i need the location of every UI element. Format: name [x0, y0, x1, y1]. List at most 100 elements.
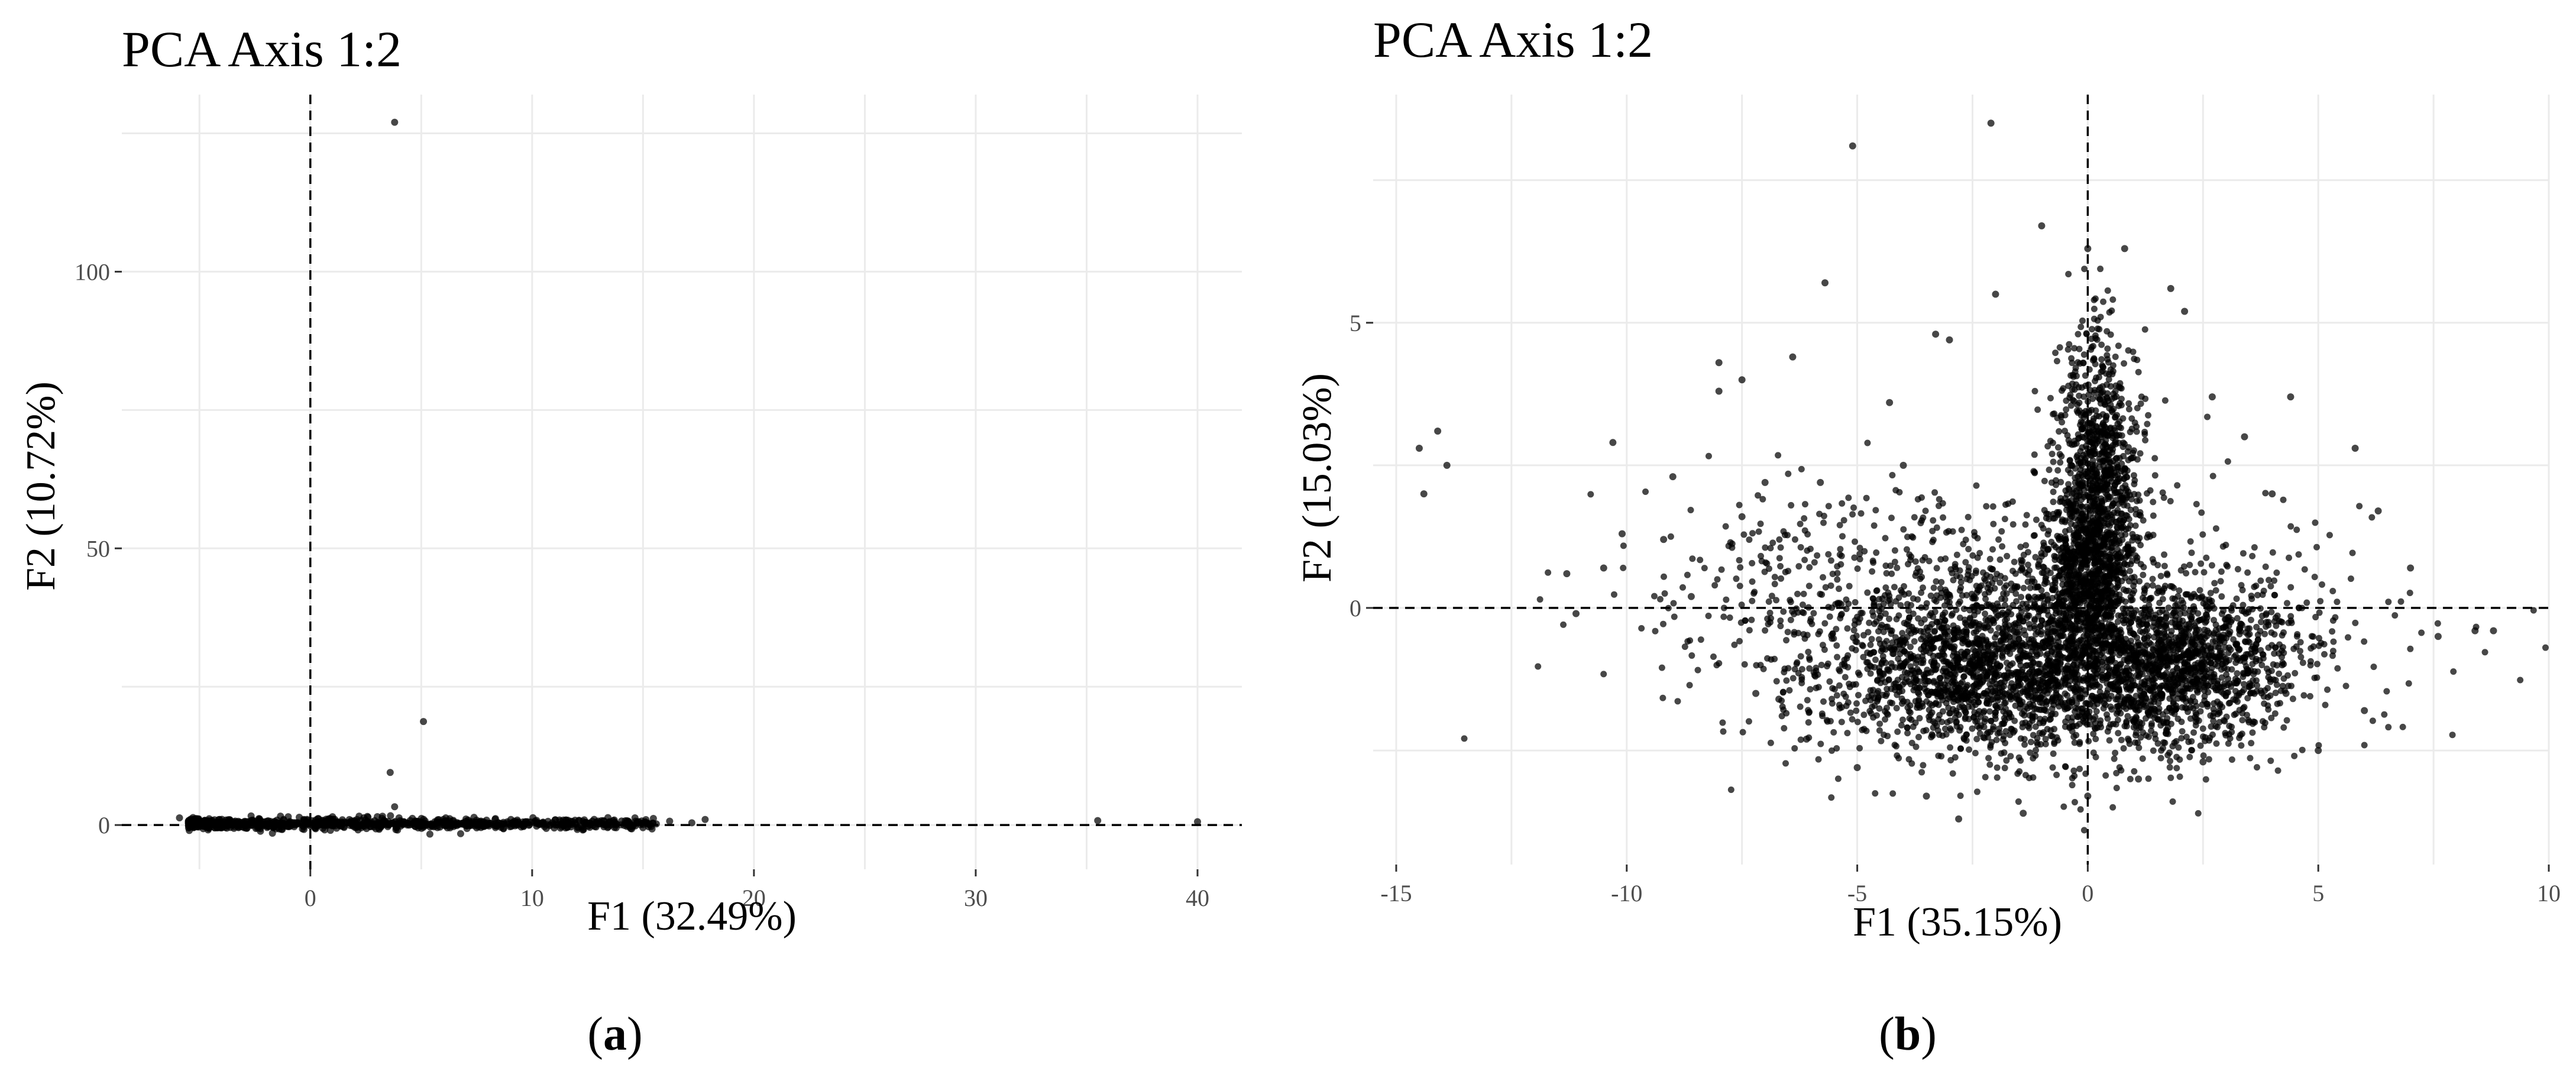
- data-point: [213, 819, 221, 827]
- data-point: [1928, 645, 1936, 652]
- data-point: [2092, 377, 2099, 384]
- data-point: [2228, 756, 2235, 763]
- data-point: [1901, 669, 1908, 676]
- data-point: [2265, 622, 2272, 629]
- data-point: [2247, 755, 2254, 762]
- data-point: [1917, 575, 1924, 582]
- data-point: [2057, 459, 2064, 466]
- data-point: [1797, 703, 1804, 710]
- data-point: [1817, 478, 1824, 486]
- data-point: [2166, 764, 2173, 771]
- data-point: [2034, 661, 2041, 668]
- data-point: [1922, 638, 1929, 645]
- data-point: [2101, 399, 2108, 406]
- data-point: [1950, 691, 1957, 698]
- data-point: [2128, 496, 2135, 503]
- data-point: [1880, 732, 1887, 739]
- data-point: [2342, 682, 2350, 690]
- data-point: [2135, 724, 2143, 732]
- data-point: [2116, 423, 2123, 431]
- data-point: [2127, 428, 2134, 435]
- data-point: [2054, 444, 2062, 451]
- data-point: [2052, 349, 2059, 357]
- data-point: [2240, 654, 2247, 661]
- data-point: [2276, 670, 2283, 677]
- data-point: [491, 815, 499, 823]
- data-point: [1894, 728, 1901, 735]
- data-point: [2075, 359, 2082, 366]
- data-point: [2118, 767, 2125, 774]
- data-point: [2208, 723, 2215, 730]
- data-point: [1738, 513, 1746, 520]
- data-point: [1994, 774, 2001, 781]
- data-point: [2141, 431, 2148, 438]
- data-point: [2117, 700, 2124, 707]
- data-point: [546, 821, 554, 828]
- data-point: [2070, 485, 2077, 492]
- data-point: [648, 825, 656, 833]
- data-point: [2079, 317, 2086, 324]
- data-point: [2280, 675, 2287, 682]
- data-point: [1889, 790, 1897, 797]
- data-point: [2128, 637, 2135, 645]
- data-point: [2193, 716, 2200, 723]
- data-point: [1957, 680, 1965, 687]
- data-point: [2032, 752, 2039, 759]
- data-point: [287, 820, 295, 828]
- data-point: [1982, 595, 1989, 603]
- data-point: [2149, 646, 2156, 653]
- data-point: [2124, 713, 2131, 720]
- data-point: [2211, 580, 2218, 587]
- data-point: [447, 823, 455, 830]
- data-point: [1927, 592, 1934, 599]
- data-point: [2126, 624, 2133, 632]
- data-point: [1836, 666, 1843, 673]
- data-point: [1985, 755, 1992, 762]
- data-point: [2187, 715, 2194, 722]
- data-point: [2144, 684, 2151, 691]
- data-point: [1849, 142, 1856, 150]
- data-point: [2116, 432, 2123, 439]
- data-point: [2118, 385, 2125, 392]
- data-point: [2199, 758, 2207, 766]
- data-point: [1882, 716, 1889, 723]
- data-point: [2198, 560, 2205, 567]
- data-point: [2080, 434, 2088, 441]
- data-point: [2277, 618, 2284, 625]
- data-point: [2100, 298, 2107, 305]
- data-point: [1894, 691, 1901, 698]
- data-point: [2030, 732, 2037, 739]
- data-point: [2089, 395, 2096, 402]
- data-point: [1867, 641, 1874, 648]
- data-point: [2098, 389, 2105, 396]
- data-point: [1904, 730, 1911, 737]
- data-point: [2018, 594, 2025, 601]
- data-point: [1966, 746, 1973, 753]
- data-point: [1827, 582, 1834, 589]
- data-point: [2069, 723, 2076, 730]
- data-point: [2079, 444, 2086, 451]
- data-point: [1907, 671, 1914, 678]
- data-point: [2001, 749, 2008, 756]
- data-point: [2007, 662, 2014, 669]
- data-point: [1882, 535, 1889, 542]
- data-point: [2122, 531, 2129, 538]
- data-point: [1994, 600, 2001, 607]
- data-point: [187, 815, 195, 823]
- data-point: [2098, 356, 2105, 363]
- data-point: [1989, 726, 1996, 733]
- data-point: [2086, 438, 2093, 445]
- data-point: [2170, 584, 2177, 591]
- data-point: [2137, 734, 2144, 741]
- data-point: [1781, 724, 1788, 732]
- data-point: [1913, 656, 1920, 664]
- data-point: [2274, 700, 2281, 707]
- data-point: [2156, 647, 2163, 654]
- data-point: [2150, 680, 2157, 687]
- data-point: [2116, 455, 2123, 462]
- data-point: [1946, 336, 1953, 344]
- data-point: [2216, 718, 2223, 726]
- data-point: [2046, 467, 2053, 474]
- data-point: [1609, 439, 1617, 446]
- data-point: [1434, 428, 1442, 435]
